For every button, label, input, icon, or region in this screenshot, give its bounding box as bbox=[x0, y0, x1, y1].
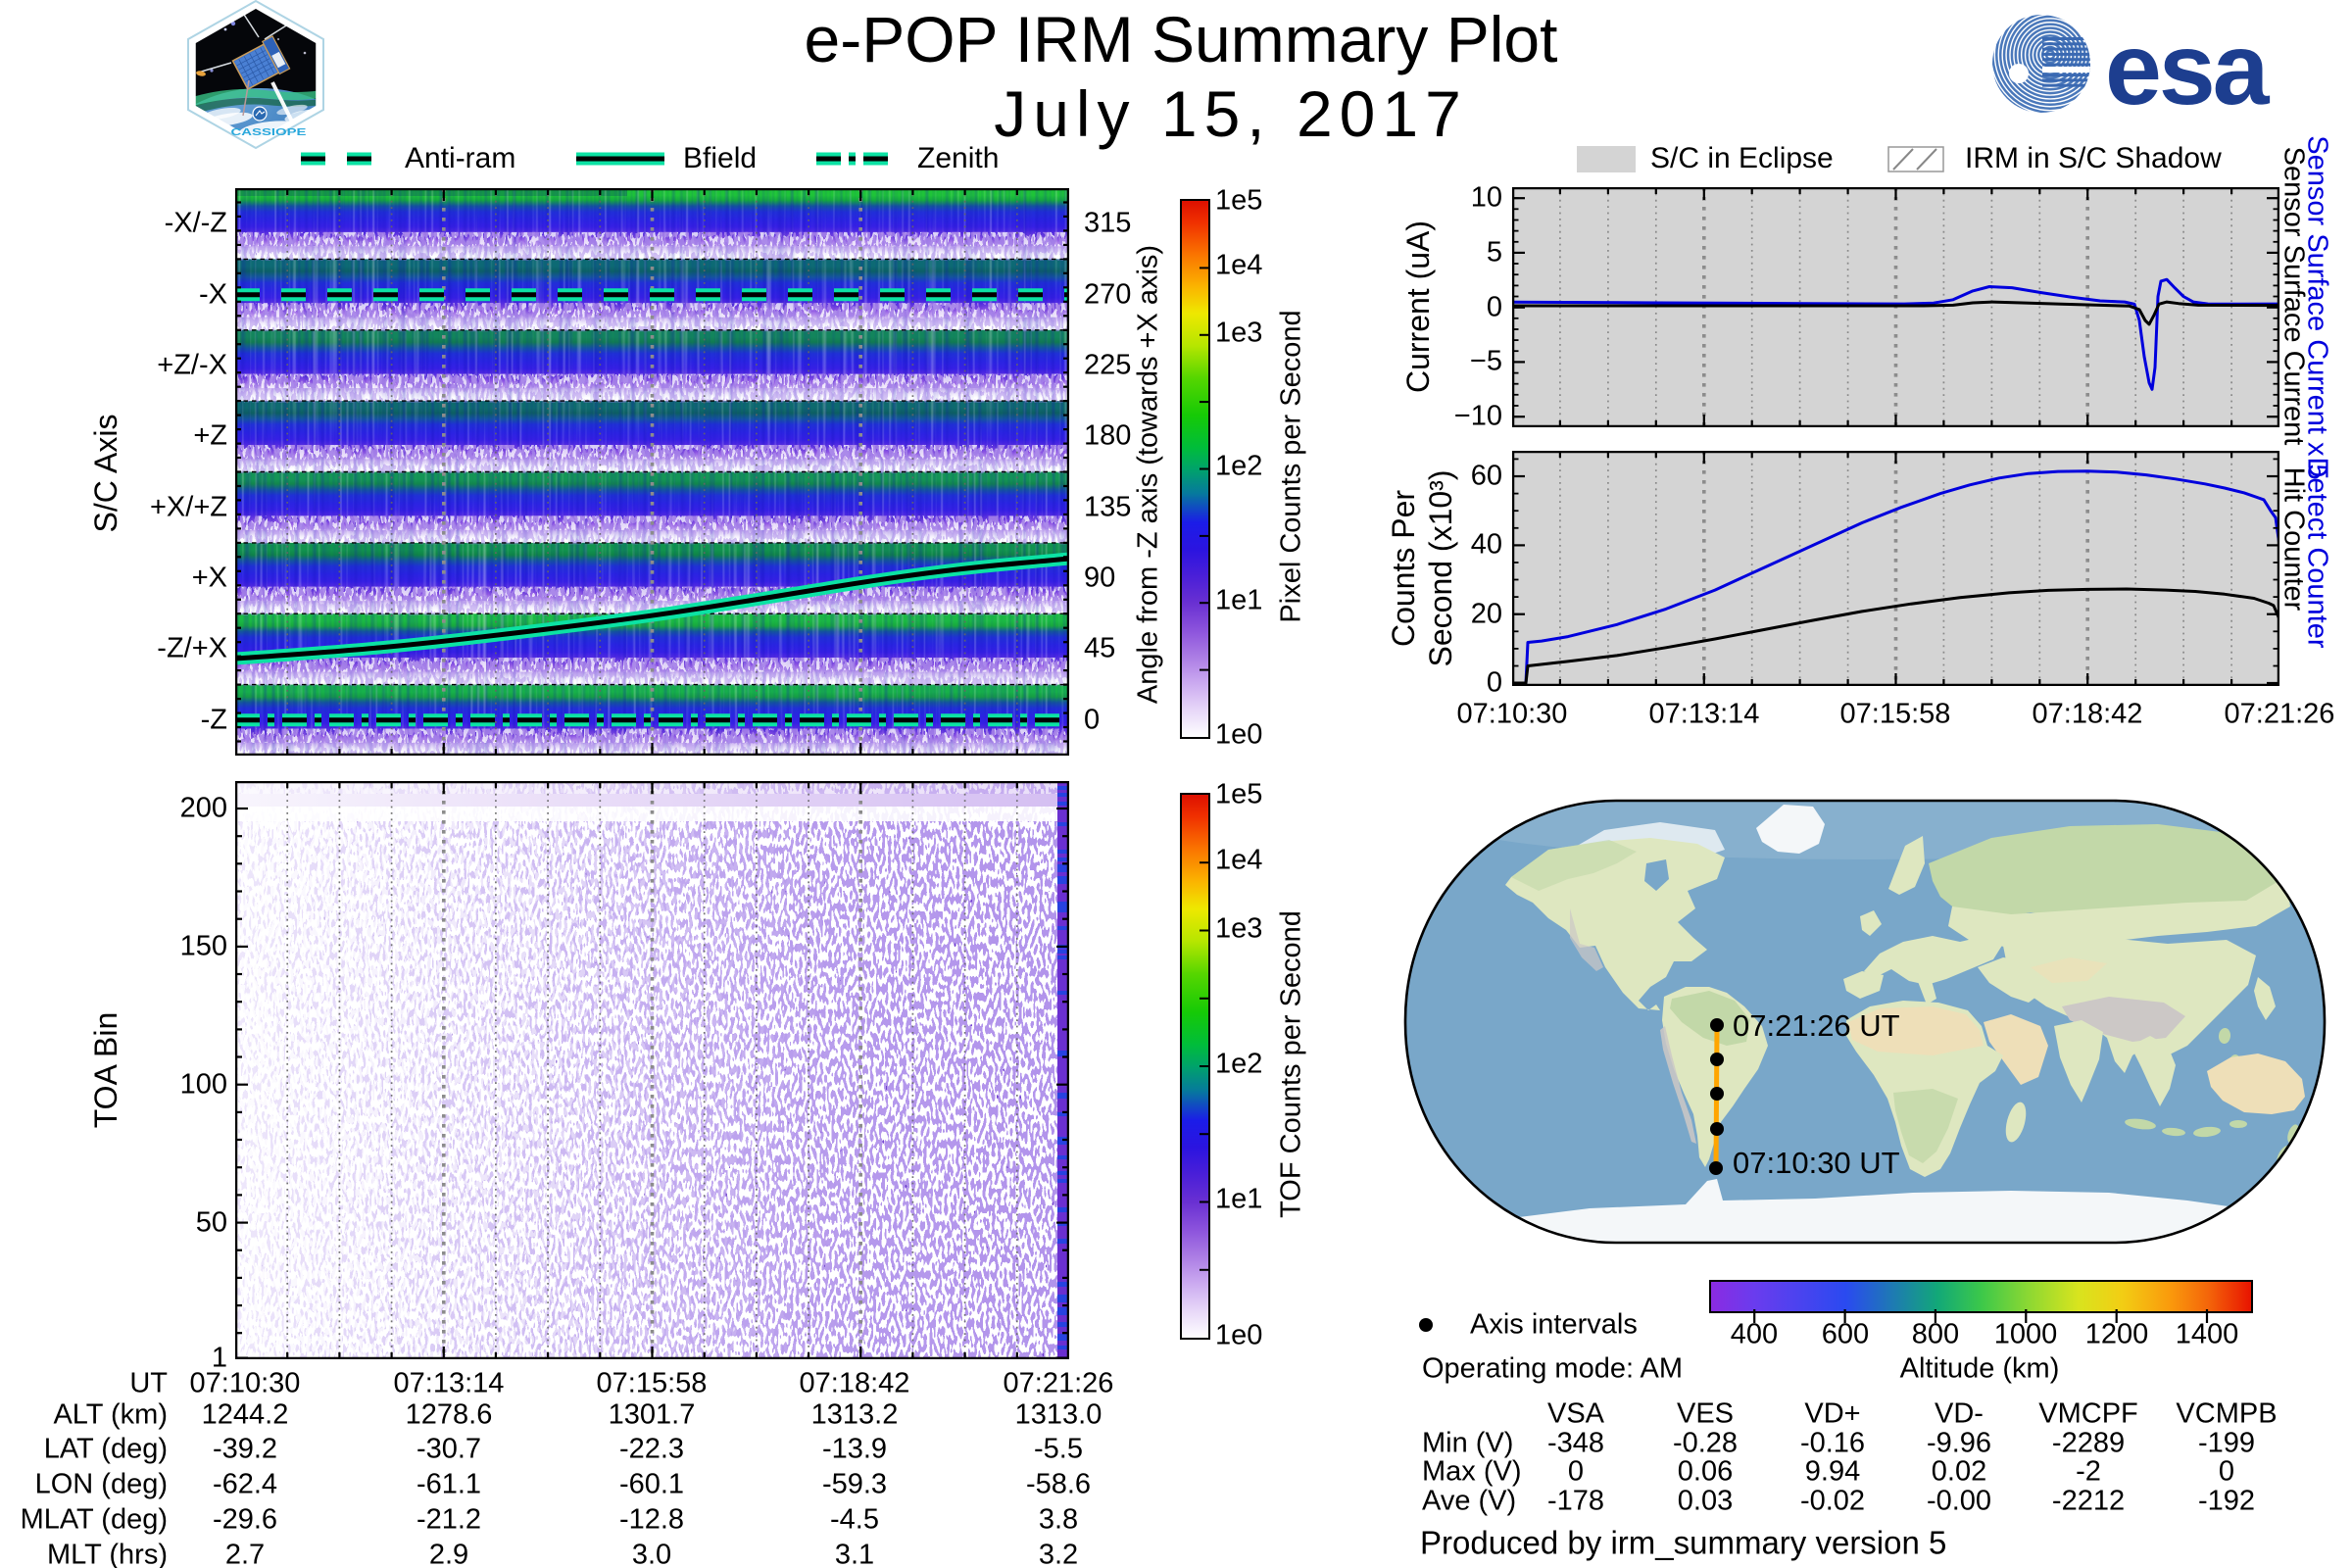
svg-text:07:21:26 UT: 07:21:26 UT bbox=[1733, 1008, 1900, 1043]
svg-text:CASSIOPE: CASSIOPE bbox=[231, 126, 307, 138]
svg-text:07:10:30 UT: 07:10:30 UT bbox=[1733, 1146, 1900, 1180]
svg-text:esa: esa bbox=[2105, 13, 2271, 122]
